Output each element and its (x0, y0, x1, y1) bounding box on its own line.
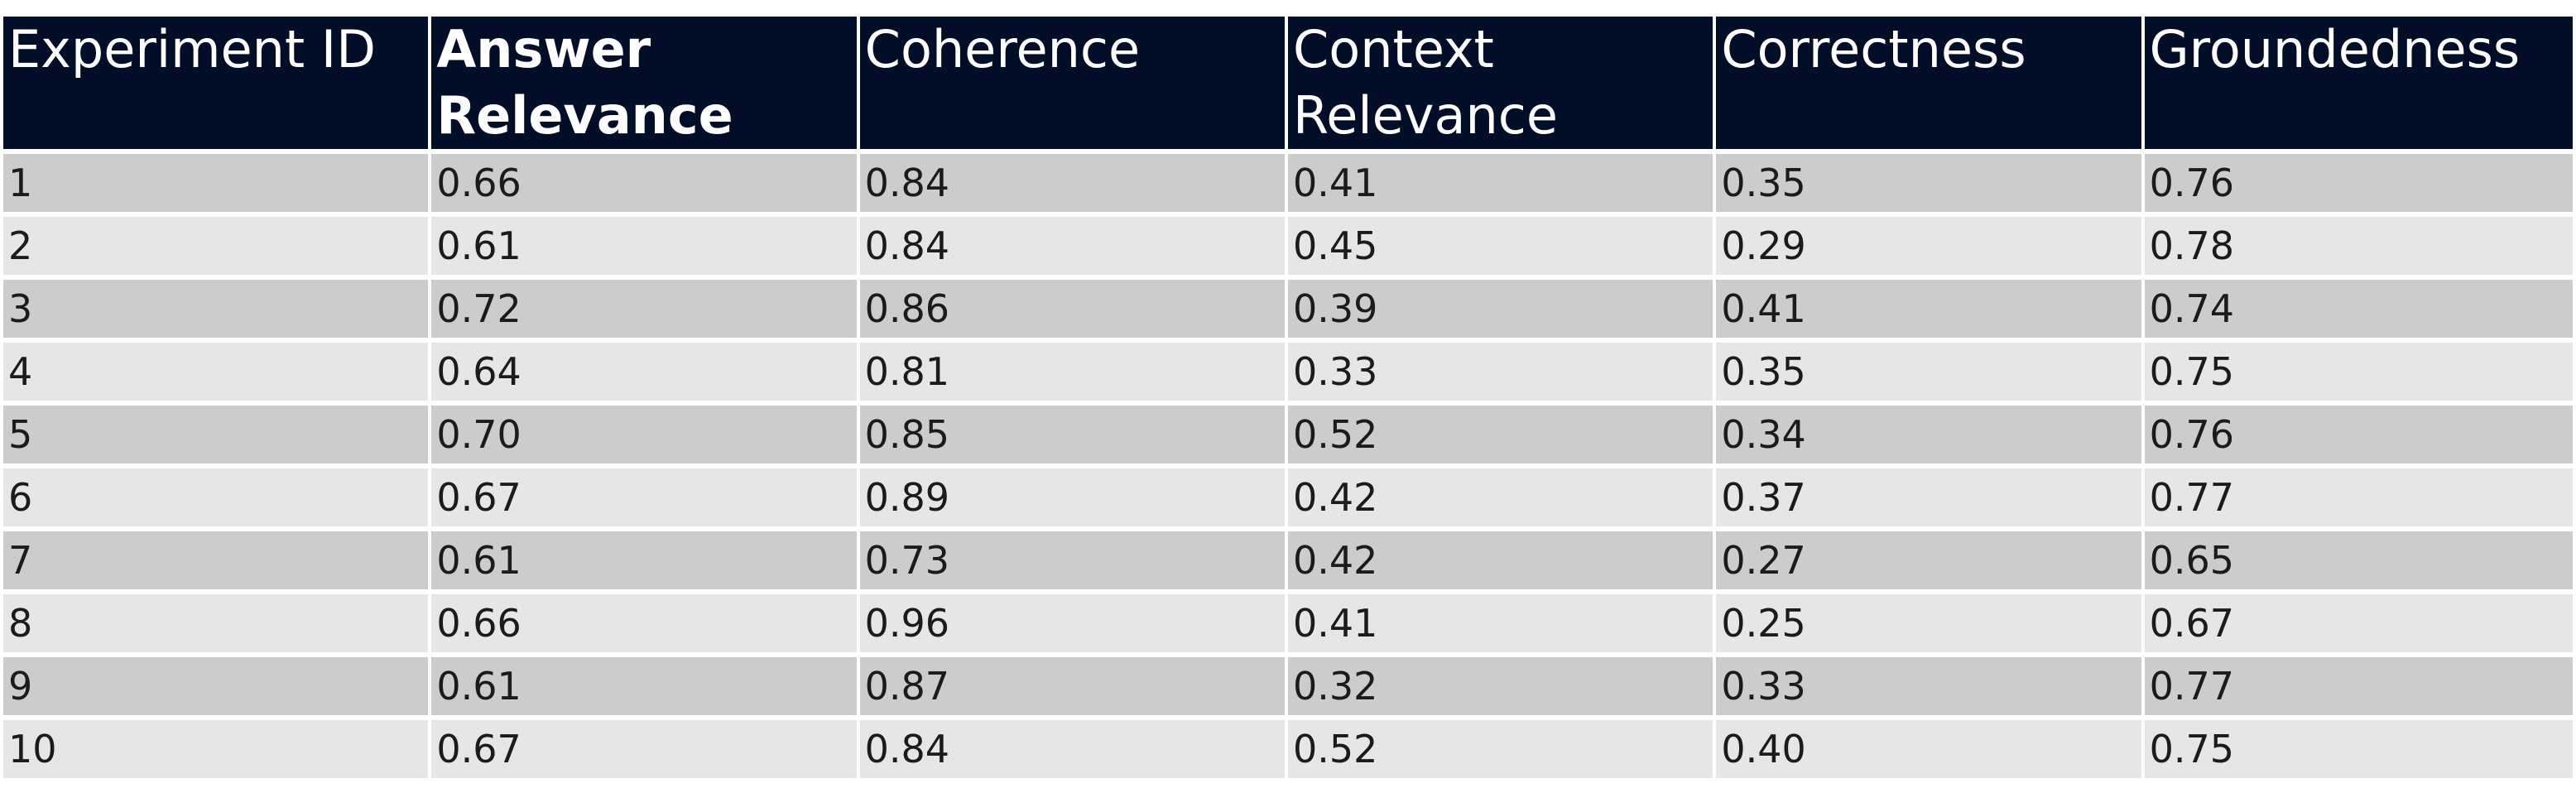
cell-context-relevance: 0.52 (1287, 406, 1717, 468)
cell-correctness: 0.33 (1716, 657, 2145, 720)
table-row: 1 0.66 0.84 0.41 0.35 0.76 (3, 154, 2573, 217)
table-row: 3 0.72 0.86 0.39 0.41 0.74 (3, 280, 2573, 343)
cell-answer-relevance: 0.70 (431, 406, 860, 468)
cell-correctness: 0.27 (1716, 531, 2145, 594)
cell-correctness: 0.37 (1716, 468, 2145, 531)
table-row: 7 0.61 0.73 0.42 0.27 0.65 (3, 531, 2573, 594)
cell-context-relevance: 0.42 (1287, 468, 1717, 531)
cell-experiment-id: 10 (3, 720, 432, 783)
cell-experiment-id: 4 (3, 343, 432, 406)
cell-coherence: 0.84 (859, 154, 1288, 217)
cell-correctness: 0.40 (1716, 720, 2145, 783)
table-header: Experiment ID Answer Relevance Coherence… (3, 17, 2573, 154)
cell-correctness: 0.25 (1716, 594, 2145, 657)
column-header-correctness: Correctness (1716, 17, 2145, 154)
cell-correctness: 0.35 (1716, 154, 2145, 217)
cell-context-relevance: 0.41 (1287, 154, 1717, 217)
cell-groundedness: 0.65 (2144, 531, 2573, 594)
table-row: 8 0.66 0.96 0.41 0.25 0.67 (3, 594, 2573, 657)
cell-experiment-id: 9 (3, 657, 432, 720)
cell-coherence: 0.87 (859, 657, 1288, 720)
column-header-groundedness: Groundedness (2144, 17, 2573, 154)
cell-groundedness: 0.76 (2144, 154, 2573, 217)
table-row: 5 0.70 0.85 0.52 0.34 0.76 (3, 406, 2573, 468)
cell-groundedness: 0.77 (2144, 657, 2573, 720)
cell-groundedness: 0.77 (2144, 468, 2573, 531)
cell-context-relevance: 0.42 (1287, 531, 1717, 594)
cell-correctness: 0.29 (1716, 217, 2145, 280)
cell-context-relevance: 0.33 (1287, 343, 1717, 406)
column-header-answer-relevance: Answer Relevance (431, 17, 860, 154)
cell-correctness: 0.41 (1716, 280, 2145, 343)
cell-answer-relevance: 0.66 (431, 594, 860, 657)
cell-groundedness: 0.78 (2144, 217, 2573, 280)
results-table: Experiment ID Answer Relevance Coherence… (3, 17, 2573, 783)
cell-coherence: 0.84 (859, 217, 1288, 280)
cell-answer-relevance: 0.67 (431, 720, 860, 783)
cell-answer-relevance: 0.66 (431, 154, 860, 217)
cell-context-relevance: 0.32 (1287, 657, 1717, 720)
cell-answer-relevance: 0.61 (431, 217, 860, 280)
cell-coherence: 0.81 (859, 343, 1288, 406)
cell-groundedness: 0.74 (2144, 280, 2573, 343)
cell-answer-relevance: 0.67 (431, 468, 860, 531)
cell-answer-relevance: 0.64 (431, 343, 860, 406)
column-header-experiment-id: Experiment ID (3, 17, 432, 154)
table-row: 9 0.61 0.87 0.32 0.33 0.77 (3, 657, 2573, 720)
cell-groundedness: 0.76 (2144, 406, 2573, 468)
cell-coherence: 0.96 (859, 594, 1288, 657)
table-row: 2 0.61 0.84 0.45 0.29 0.78 (3, 217, 2573, 280)
cell-answer-relevance: 0.72 (431, 280, 860, 343)
cell-context-relevance: 0.52 (1287, 720, 1717, 783)
cell-coherence: 0.73 (859, 531, 1288, 594)
results-table-container: Experiment ID Answer Relevance Coherence… (3, 17, 2573, 783)
cell-experiment-id: 7 (3, 531, 432, 594)
cell-answer-relevance: 0.61 (431, 657, 860, 720)
column-header-coherence: Coherence (859, 17, 1288, 154)
cell-coherence: 0.89 (859, 468, 1288, 531)
header-row: Experiment ID Answer Relevance Coherence… (3, 17, 2573, 154)
cell-correctness: 0.34 (1716, 406, 2145, 468)
cell-correctness: 0.35 (1716, 343, 2145, 406)
cell-experiment-id: 2 (3, 217, 432, 280)
table-row: 6 0.67 0.89 0.42 0.37 0.77 (3, 468, 2573, 531)
cell-experiment-id: 3 (3, 280, 432, 343)
cell-context-relevance: 0.45 (1287, 217, 1717, 280)
cell-experiment-id: 6 (3, 468, 432, 531)
cell-experiment-id: 8 (3, 594, 432, 657)
table-row: 10 0.67 0.84 0.52 0.40 0.75 (3, 720, 2573, 783)
table-body: 1 0.66 0.84 0.41 0.35 0.76 2 0.61 0.84 0.45 0.29 0.… (3, 154, 2573, 783)
cell-coherence: 0.84 (859, 720, 1288, 783)
cell-groundedness: 0.67 (2144, 594, 2573, 657)
cell-coherence: 0.85 (859, 406, 1288, 468)
cell-groundedness: 0.75 (2144, 343, 2573, 406)
cell-experiment-id: 5 (3, 406, 432, 468)
cell-context-relevance: 0.39 (1287, 280, 1717, 343)
cell-groundedness: 0.75 (2144, 720, 2573, 783)
cell-experiment-id: 1 (3, 154, 432, 217)
column-header-context-relevance: Context Relevance (1287, 17, 1717, 154)
cell-coherence: 0.86 (859, 280, 1288, 343)
cell-context-relevance: 0.41 (1287, 594, 1717, 657)
table-row: 4 0.64 0.81 0.33 0.35 0.75 (3, 343, 2573, 406)
cell-answer-relevance: 0.61 (431, 531, 860, 594)
